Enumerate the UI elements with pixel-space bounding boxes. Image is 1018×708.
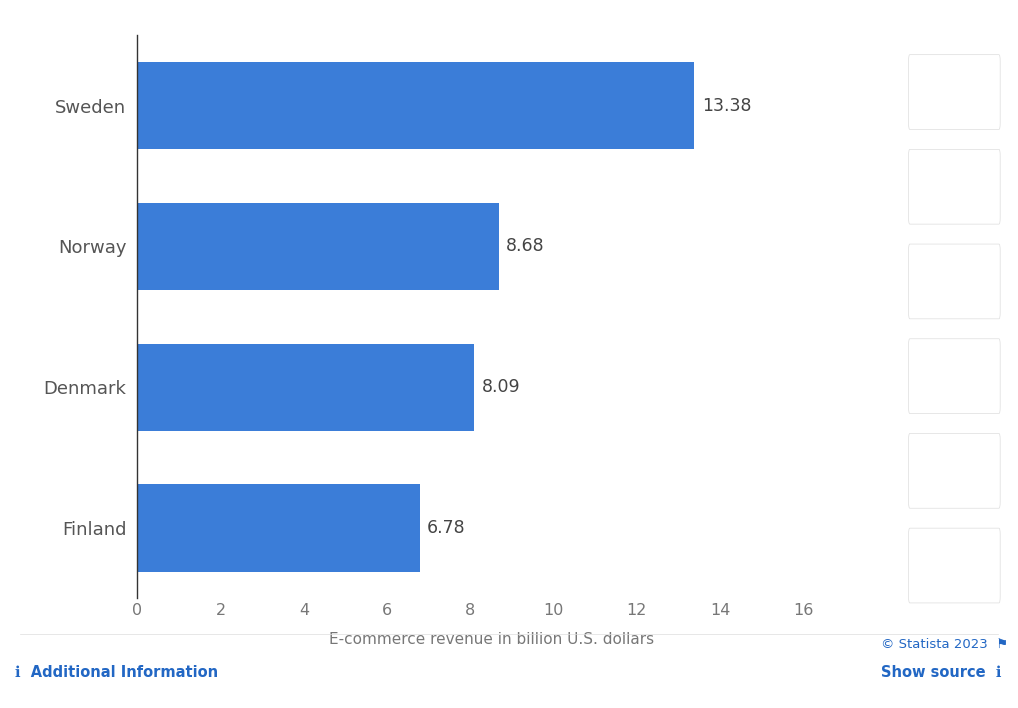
Bar xyxy=(137,35,845,176)
Bar xyxy=(137,343,474,430)
Bar xyxy=(137,484,419,571)
Bar xyxy=(137,62,694,149)
Bar xyxy=(137,176,845,317)
FancyBboxPatch shape xyxy=(908,338,1000,413)
Bar xyxy=(137,203,499,290)
Bar xyxy=(137,457,845,598)
Bar xyxy=(137,317,845,457)
Text: © Statista 2023  ⚑: © Statista 2023 ⚑ xyxy=(881,638,1008,651)
FancyBboxPatch shape xyxy=(908,244,1000,319)
Text: 8.68: 8.68 xyxy=(506,237,545,256)
FancyBboxPatch shape xyxy=(908,433,1000,508)
Text: Show source  ℹ: Show source ℹ xyxy=(881,666,1001,680)
X-axis label: E-commerce revenue in billion U.S. dollars: E-commerce revenue in billion U.S. dolla… xyxy=(329,632,654,647)
FancyBboxPatch shape xyxy=(908,149,1000,224)
FancyBboxPatch shape xyxy=(908,55,1000,130)
Text: 6.78: 6.78 xyxy=(428,519,465,537)
Text: 13.38: 13.38 xyxy=(701,97,751,115)
FancyBboxPatch shape xyxy=(908,528,1000,603)
Text: 8.09: 8.09 xyxy=(482,378,520,396)
Text: ℹ  Additional Information: ℹ Additional Information xyxy=(15,666,219,680)
